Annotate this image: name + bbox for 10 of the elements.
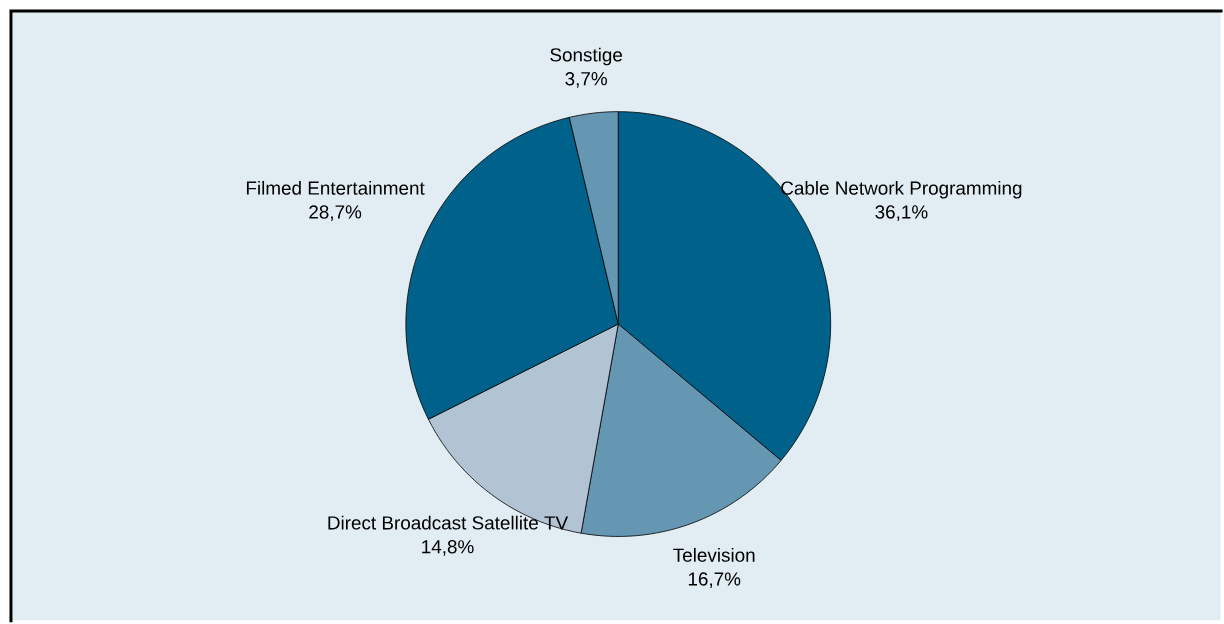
data-label: 28,7%: [309, 205, 362, 222]
slice-label: Cable Network Programming: [781, 181, 1022, 199]
data-label: 16,7%: [688, 572, 741, 589]
slice-label: Direct Broadcast Satellite TV: [328, 515, 569, 530]
data-label: 36,1%: [875, 205, 928, 222]
slice-label: Television: [673, 548, 755, 563]
slice-label: Sonstige: [550, 47, 623, 66]
slice-label: Filmed Entertainment: [246, 181, 425, 195]
data-label: 3,7%: [565, 72, 607, 88]
data-label: 14,8%: [422, 540, 474, 556]
